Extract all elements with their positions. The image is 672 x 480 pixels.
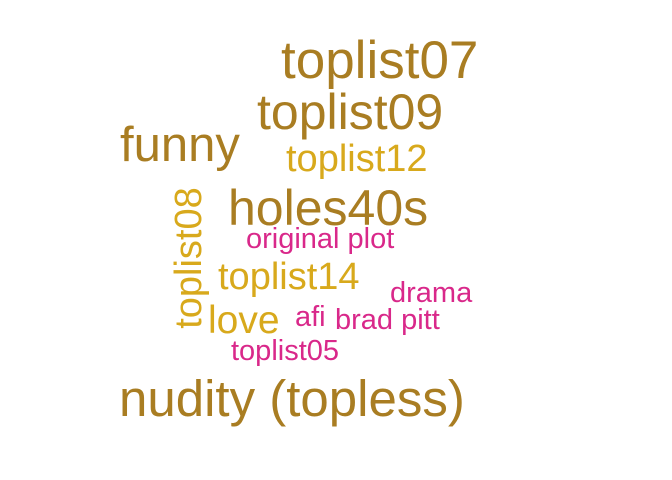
word-afi: afi: [295, 301, 326, 333]
word-toplist08: toplist08: [168, 187, 210, 329]
word-toplist14: toplist14: [218, 256, 360, 298]
word-toplist05: toplist05: [231, 335, 340, 367]
word-funny: funny: [120, 118, 240, 172]
word-nudity-topless: nudity (topless): [119, 370, 465, 427]
word-drama: drama: [390, 277, 473, 309]
word-toplist07: toplist07: [281, 31, 479, 90]
word-toplist12: toplist12: [286, 138, 428, 180]
word-toplist09: toplist09: [257, 84, 444, 140]
word-love: love: [208, 299, 280, 342]
word-holes40s: holes40s: [228, 180, 429, 236]
word-original-plot: original plot: [246, 223, 395, 255]
word-brad-pitt: brad pitt: [335, 304, 440, 336]
